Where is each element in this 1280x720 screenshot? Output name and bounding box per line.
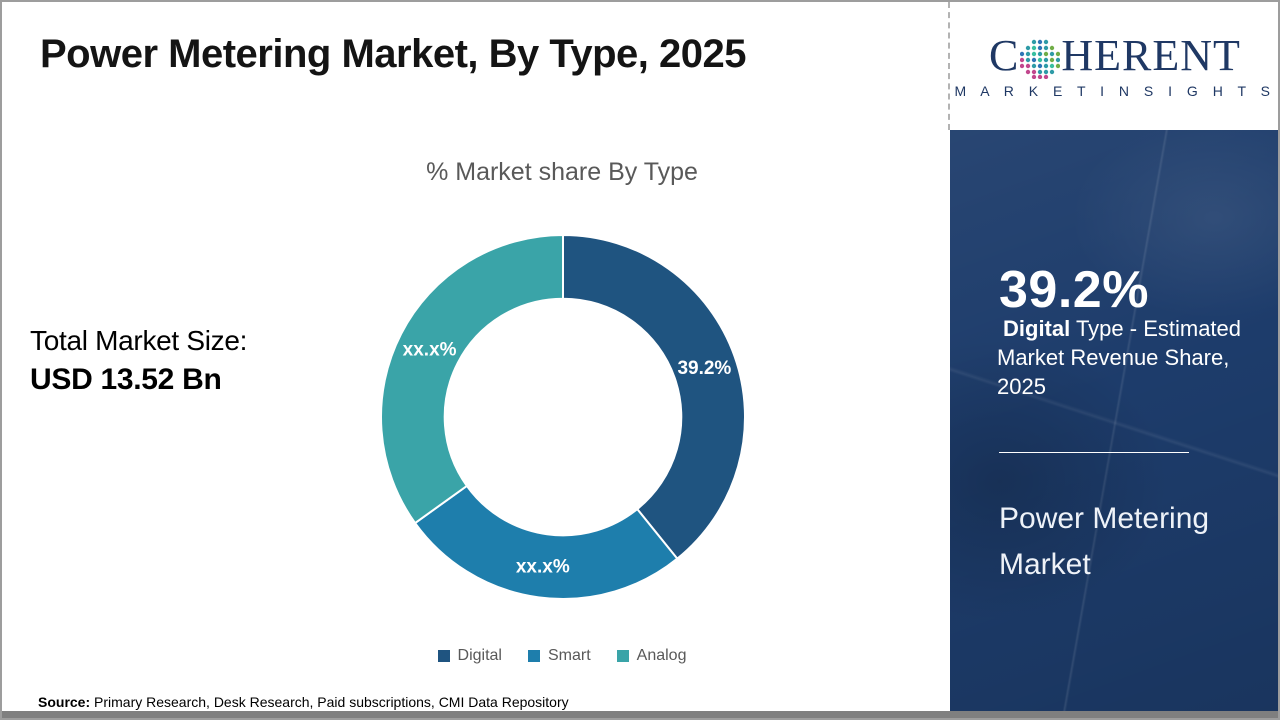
- legend-swatch-smart: [527, 650, 540, 662]
- donut-slice-analog: [380, 233, 564, 525]
- donut-slice-digital: [562, 233, 746, 561]
- sidebar-stat-value: 39.2%: [999, 261, 1149, 319]
- sidebar: 39.2% Digital Type - Estimated Market Re…: [950, 130, 1278, 716]
- sidebar-stat-rest: Type - Estimated Market Revenue Share, 2…: [997, 316, 1242, 399]
- sidebar-divider: [999, 452, 1189, 453]
- total-market-size-value: USD 13.52 Bn: [30, 363, 222, 396]
- slice-label-digital: 39.2%: [677, 358, 731, 379]
- total-market-size-label: Total Market Size:: [30, 325, 248, 356]
- slice-label-smart: xx.x%: [516, 557, 570, 578]
- logo-letter-c: C: [989, 30, 1020, 80]
- donut-chart: 39.2% xx.x% xx.x%: [380, 233, 746, 600]
- legend-item-analog: Analog: [616, 647, 687, 665]
- sidebar-market-name: Power Metering Market: [999, 502, 1210, 581]
- logo-tagline: M A R K E T I N S I G H T S: [954, 82, 1276, 99]
- dotted-globe-icon: [1020, 39, 1061, 79]
- bottom-edge-bar: [2, 711, 1278, 718]
- legend-item-digital: Digital: [437, 647, 502, 665]
- page-title: Power Metering Market, By Type, 2025: [40, 32, 746, 76]
- source-line: Source: Primary Research, Desk Research,…: [38, 694, 569, 710]
- legend-label-smart: Smart: [547, 647, 591, 664]
- donut-slice-smart: [413, 484, 679, 600]
- chart-title: % Market share By Type: [426, 158, 698, 186]
- chart-legend: Digital Smart Analog: [282, 647, 842, 665]
- legend-swatch-digital: [437, 650, 450, 662]
- legend-label-digital: Digital: [457, 647, 502, 664]
- legend-label-analog: Analog: [636, 647, 687, 664]
- slice-label-analog: xx.x%: [403, 340, 457, 361]
- source-label: Source:: [38, 694, 91, 710]
- sidebar-stat-description: Digital Type - Estimated Market Revenue …: [997, 314, 1249, 401]
- source-text: Primary Research, Desk Research, Paid su…: [90, 694, 569, 710]
- sidebar-stat-segment: Digital: [1003, 316, 1071, 341]
- legend-item-smart: Smart: [527, 647, 591, 665]
- brand-logo-wordmark: C HERENT: [989, 30, 1241, 80]
- brand-logo: C HERENT M A R K E T I N S I G H T S: [948, 2, 1278, 130]
- total-market-size-block: Total Market Size: USD 13.52 Bn: [30, 325, 247, 397]
- logo-wordmark-rest: HERENT: [1061, 30, 1241, 80]
- legend-swatch-analog: [616, 650, 629, 662]
